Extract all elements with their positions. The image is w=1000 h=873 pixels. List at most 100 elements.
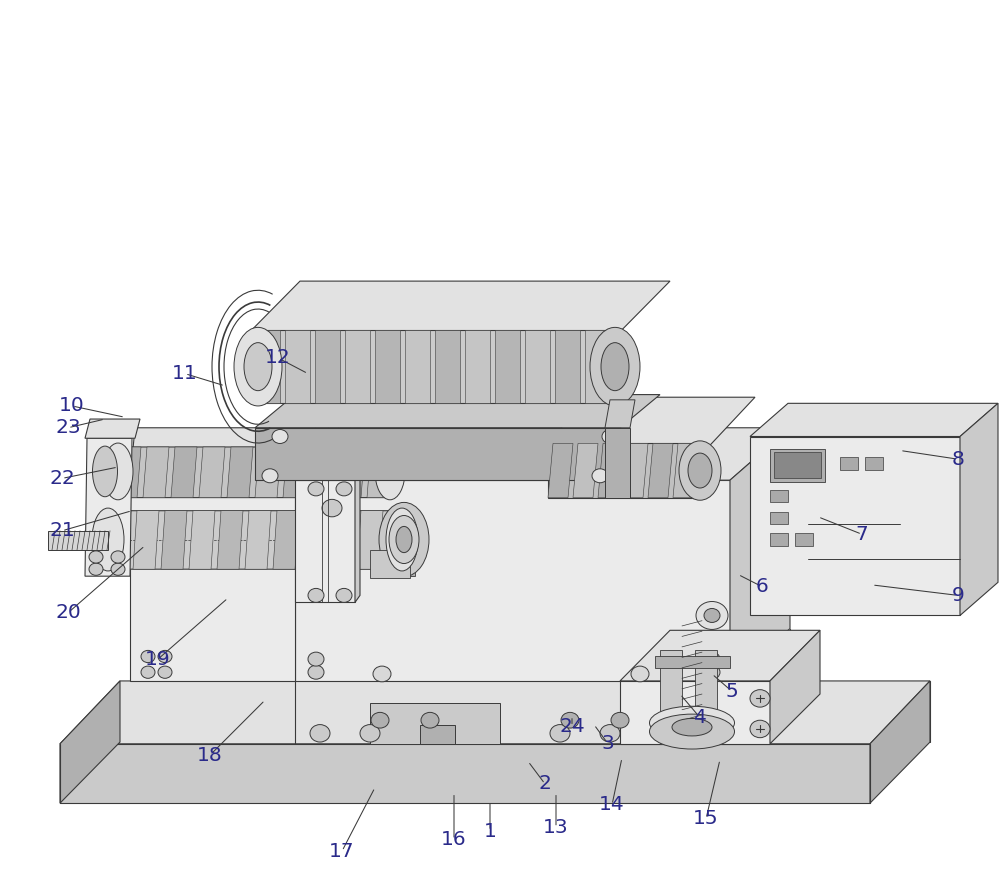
Polygon shape — [345, 330, 370, 403]
Ellipse shape — [379, 502, 429, 577]
Polygon shape — [283, 447, 309, 498]
Polygon shape — [255, 447, 281, 498]
Circle shape — [550, 725, 570, 742]
Polygon shape — [115, 447, 392, 498]
Circle shape — [421, 712, 439, 728]
Polygon shape — [48, 531, 108, 550]
Polygon shape — [370, 703, 500, 744]
Polygon shape — [623, 443, 648, 498]
Polygon shape — [115, 447, 141, 498]
Ellipse shape — [601, 342, 629, 391]
Polygon shape — [250, 281, 670, 332]
Ellipse shape — [396, 526, 412, 553]
Circle shape — [750, 690, 770, 707]
Polygon shape — [339, 447, 365, 498]
Polygon shape — [495, 330, 520, 403]
Text: 16: 16 — [441, 830, 467, 849]
Bar — [770, 533, 788, 546]
Polygon shape — [620, 681, 770, 744]
Polygon shape — [405, 330, 430, 403]
Text: 19: 19 — [145, 650, 171, 669]
Circle shape — [262, 469, 278, 483]
Polygon shape — [770, 630, 820, 744]
Polygon shape — [60, 681, 120, 803]
Circle shape — [592, 469, 608, 483]
Ellipse shape — [244, 342, 272, 391]
Polygon shape — [420, 725, 455, 744]
Polygon shape — [105, 511, 405, 569]
Circle shape — [308, 588, 324, 602]
Ellipse shape — [590, 327, 640, 406]
Text: 5: 5 — [726, 682, 738, 701]
Circle shape — [141, 666, 155, 678]
Polygon shape — [301, 511, 327, 569]
Polygon shape — [355, 428, 360, 602]
Circle shape — [158, 650, 172, 663]
Text: 12: 12 — [265, 348, 291, 368]
Polygon shape — [357, 511, 383, 569]
Circle shape — [310, 725, 330, 742]
Ellipse shape — [679, 441, 721, 500]
Polygon shape — [295, 428, 360, 480]
Text: 24: 24 — [559, 717, 585, 736]
Polygon shape — [295, 480, 355, 602]
Circle shape — [373, 666, 391, 682]
Circle shape — [336, 588, 352, 602]
Circle shape — [308, 652, 324, 666]
Ellipse shape — [92, 446, 118, 497]
Polygon shape — [548, 443, 700, 498]
Polygon shape — [315, 395, 328, 511]
Bar — [770, 512, 788, 524]
Polygon shape — [660, 650, 682, 744]
Circle shape — [750, 720, 770, 738]
Polygon shape — [338, 395, 350, 511]
Bar — [770, 490, 788, 502]
Polygon shape — [573, 443, 598, 498]
Text: 18: 18 — [197, 746, 223, 765]
Bar — [865, 457, 883, 470]
Polygon shape — [311, 447, 337, 498]
Polygon shape — [750, 403, 998, 436]
Circle shape — [111, 551, 125, 563]
Polygon shape — [315, 330, 340, 403]
Text: 22: 22 — [49, 469, 75, 488]
Polygon shape — [870, 681, 930, 803]
Polygon shape — [585, 330, 610, 403]
Polygon shape — [620, 630, 820, 681]
Polygon shape — [370, 550, 410, 578]
Circle shape — [158, 666, 172, 678]
Ellipse shape — [375, 443, 405, 499]
Polygon shape — [133, 511, 159, 569]
Polygon shape — [171, 447, 197, 498]
Circle shape — [89, 551, 103, 563]
Circle shape — [696, 601, 728, 629]
Polygon shape — [273, 511, 299, 569]
Polygon shape — [217, 511, 243, 569]
Polygon shape — [655, 656, 730, 668]
Polygon shape — [605, 400, 635, 428]
Ellipse shape — [386, 508, 418, 571]
Circle shape — [704, 652, 720, 666]
Polygon shape — [730, 428, 790, 681]
Polygon shape — [598, 443, 623, 498]
Bar — [795, 533, 813, 546]
Polygon shape — [105, 511, 131, 569]
Text: 15: 15 — [693, 809, 719, 828]
Polygon shape — [85, 438, 132, 576]
Polygon shape — [199, 447, 225, 498]
Polygon shape — [750, 436, 960, 615]
Bar — [774, 452, 821, 478]
Text: 7: 7 — [856, 525, 868, 544]
Polygon shape — [385, 511, 411, 569]
Polygon shape — [60, 681, 930, 744]
Polygon shape — [295, 428, 790, 480]
Circle shape — [704, 608, 720, 622]
Ellipse shape — [688, 453, 712, 488]
Text: 1: 1 — [484, 821, 496, 841]
Circle shape — [322, 499, 342, 517]
Text: 23: 23 — [55, 418, 81, 437]
Circle shape — [360, 725, 380, 742]
Polygon shape — [245, 511, 271, 569]
Ellipse shape — [92, 508, 124, 571]
Text: 10: 10 — [59, 396, 85, 416]
